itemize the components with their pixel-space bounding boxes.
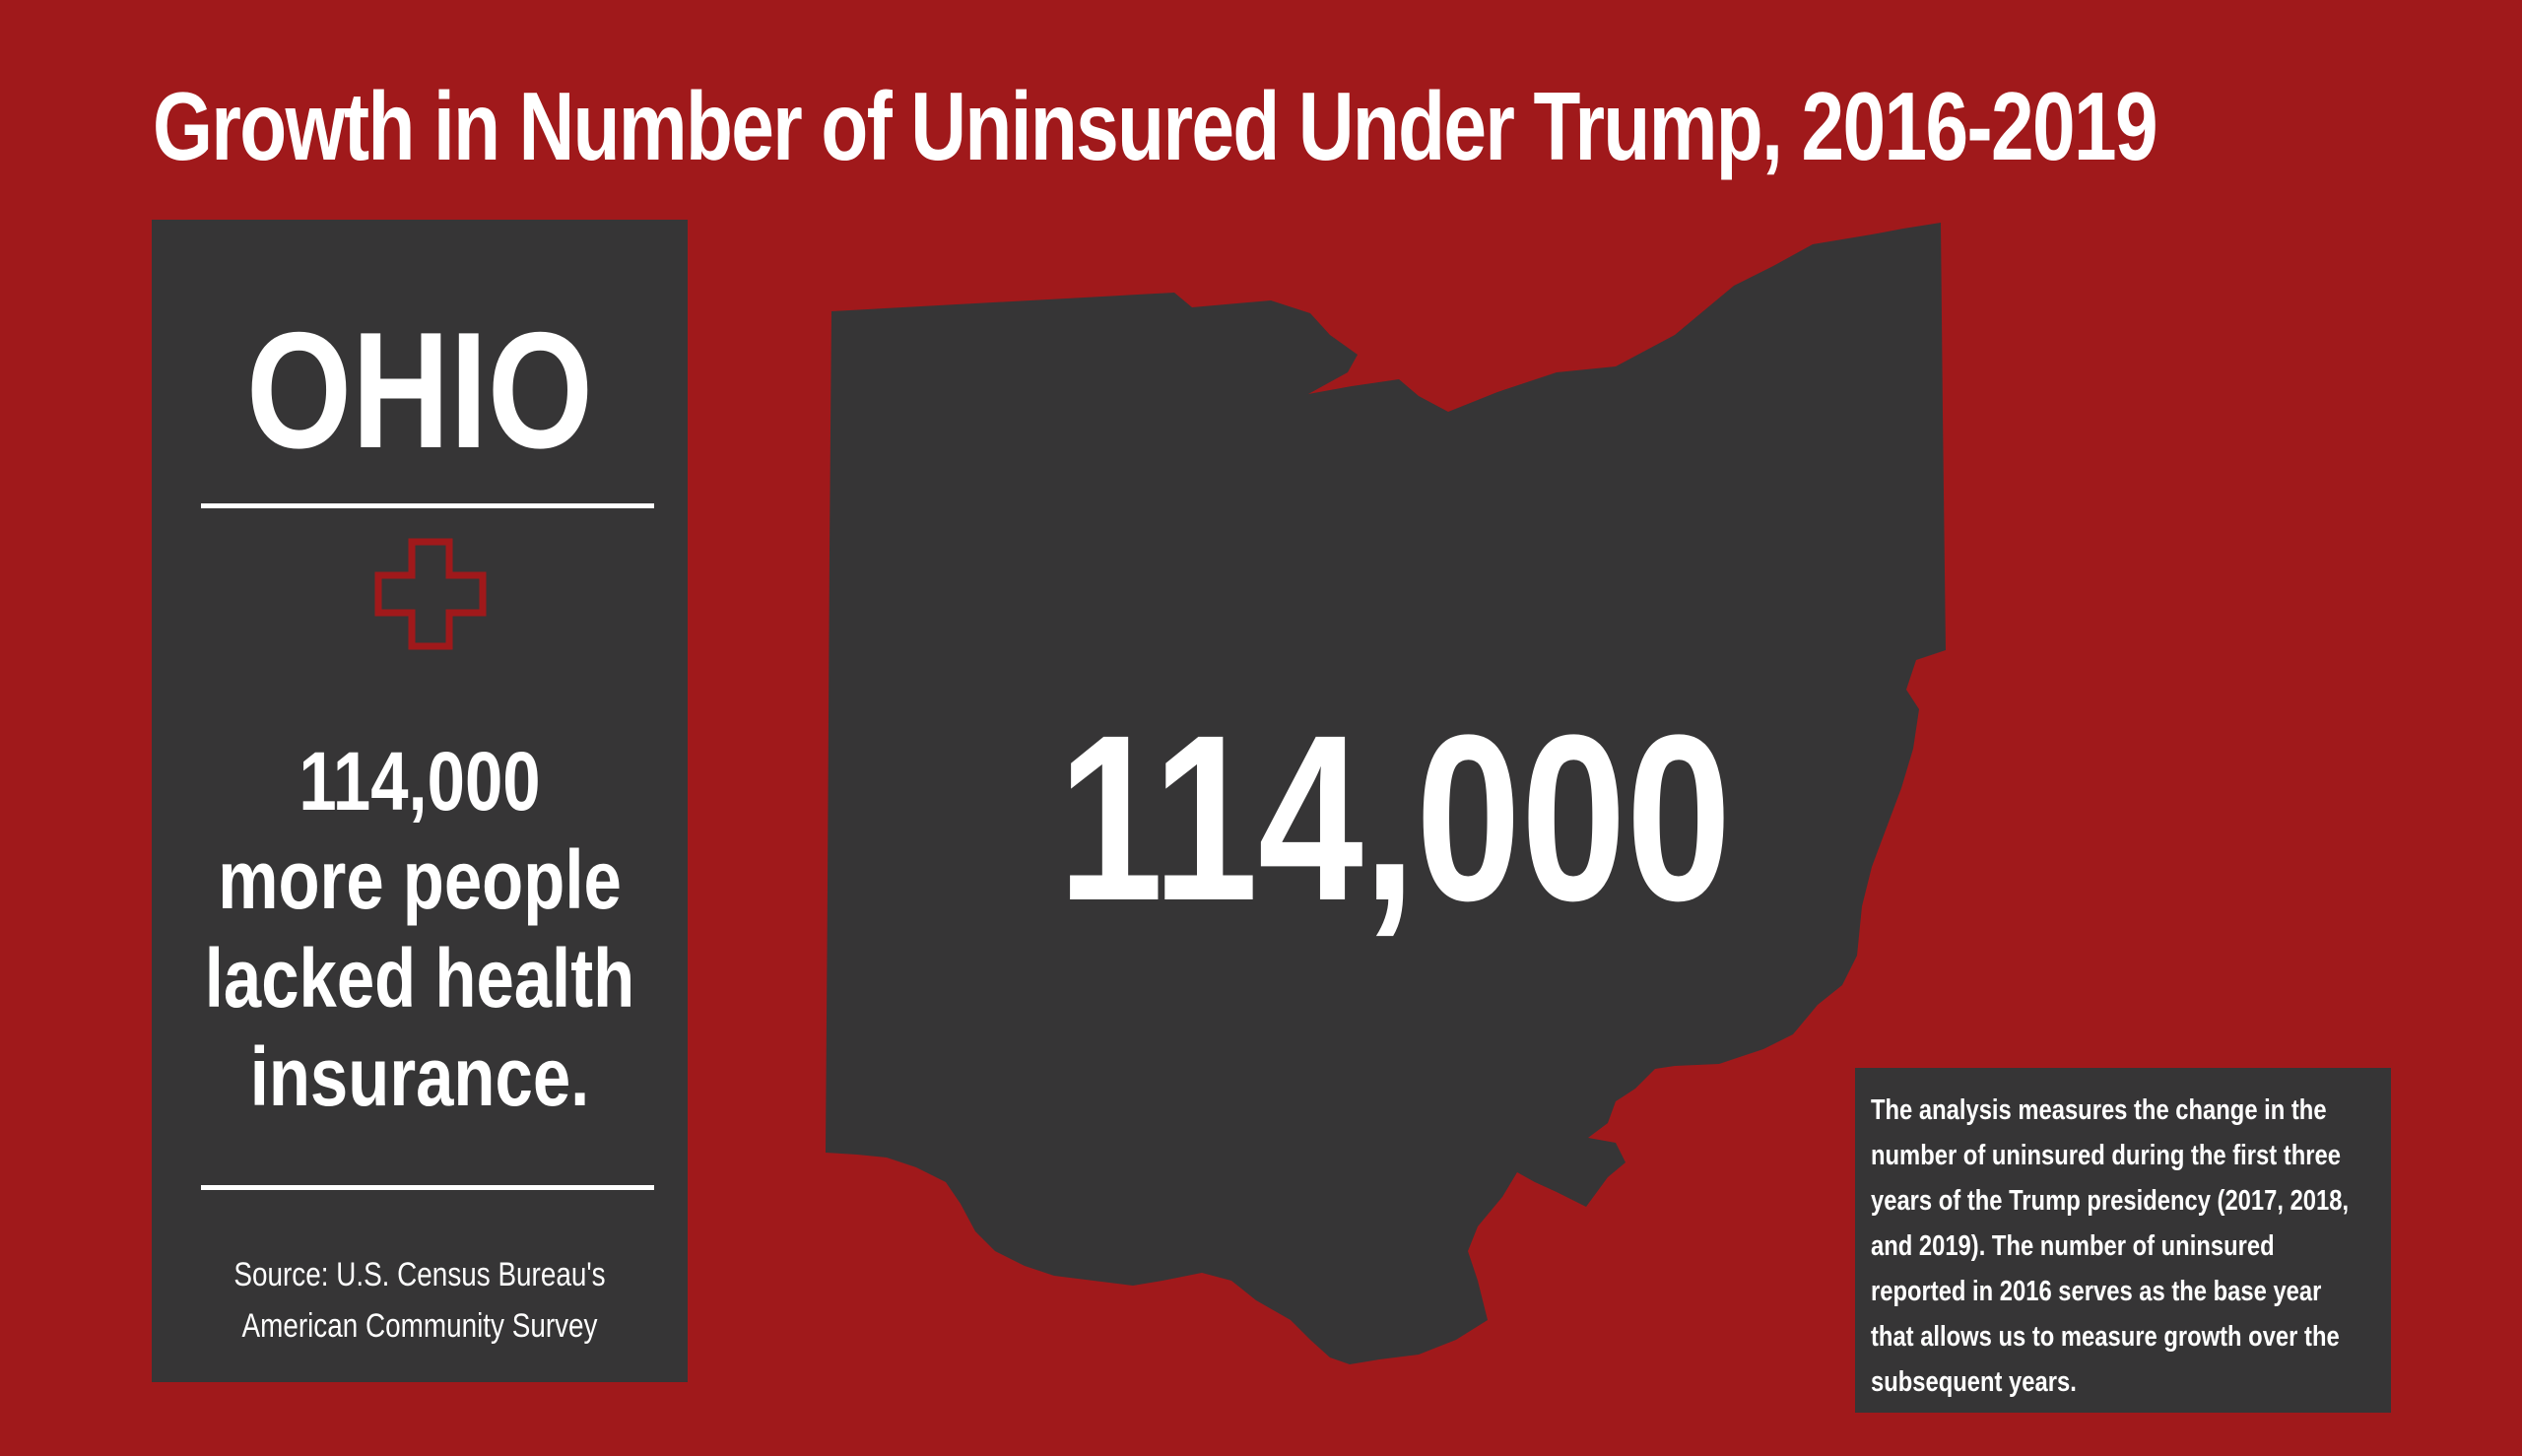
page-title: Growth in Number of Uninsured Under Trum…	[153, 72, 2158, 180]
state-info-panel: OHIO 114,000 more people lacked health i…	[152, 220, 688, 1382]
methodology-note: The analysis measures the change in the …	[1855, 1068, 2391, 1413]
divider	[201, 503, 654, 508]
medical-cross-icon	[374, 538, 487, 650]
uninsured-growth-number: 114,000	[1058, 686, 1732, 950]
divider	[201, 1185, 654, 1190]
state-name: OHIO	[245, 298, 594, 483]
stat-line: insurance.	[249, 1030, 590, 1123]
stat-line: more people	[218, 833, 622, 926]
note-text: The analysis measures the change in the …	[1871, 1094, 2350, 1398]
ohio-shape	[826, 223, 1946, 1364]
stat-line: lacked health	[204, 932, 635, 1025]
stat-description: 114,000 more people lacked health insura…	[200, 732, 639, 1126]
source-citation: Source: U.S. Census Bureau's American Co…	[233, 1256, 606, 1345]
stat-line: 114,000	[299, 735, 541, 827]
